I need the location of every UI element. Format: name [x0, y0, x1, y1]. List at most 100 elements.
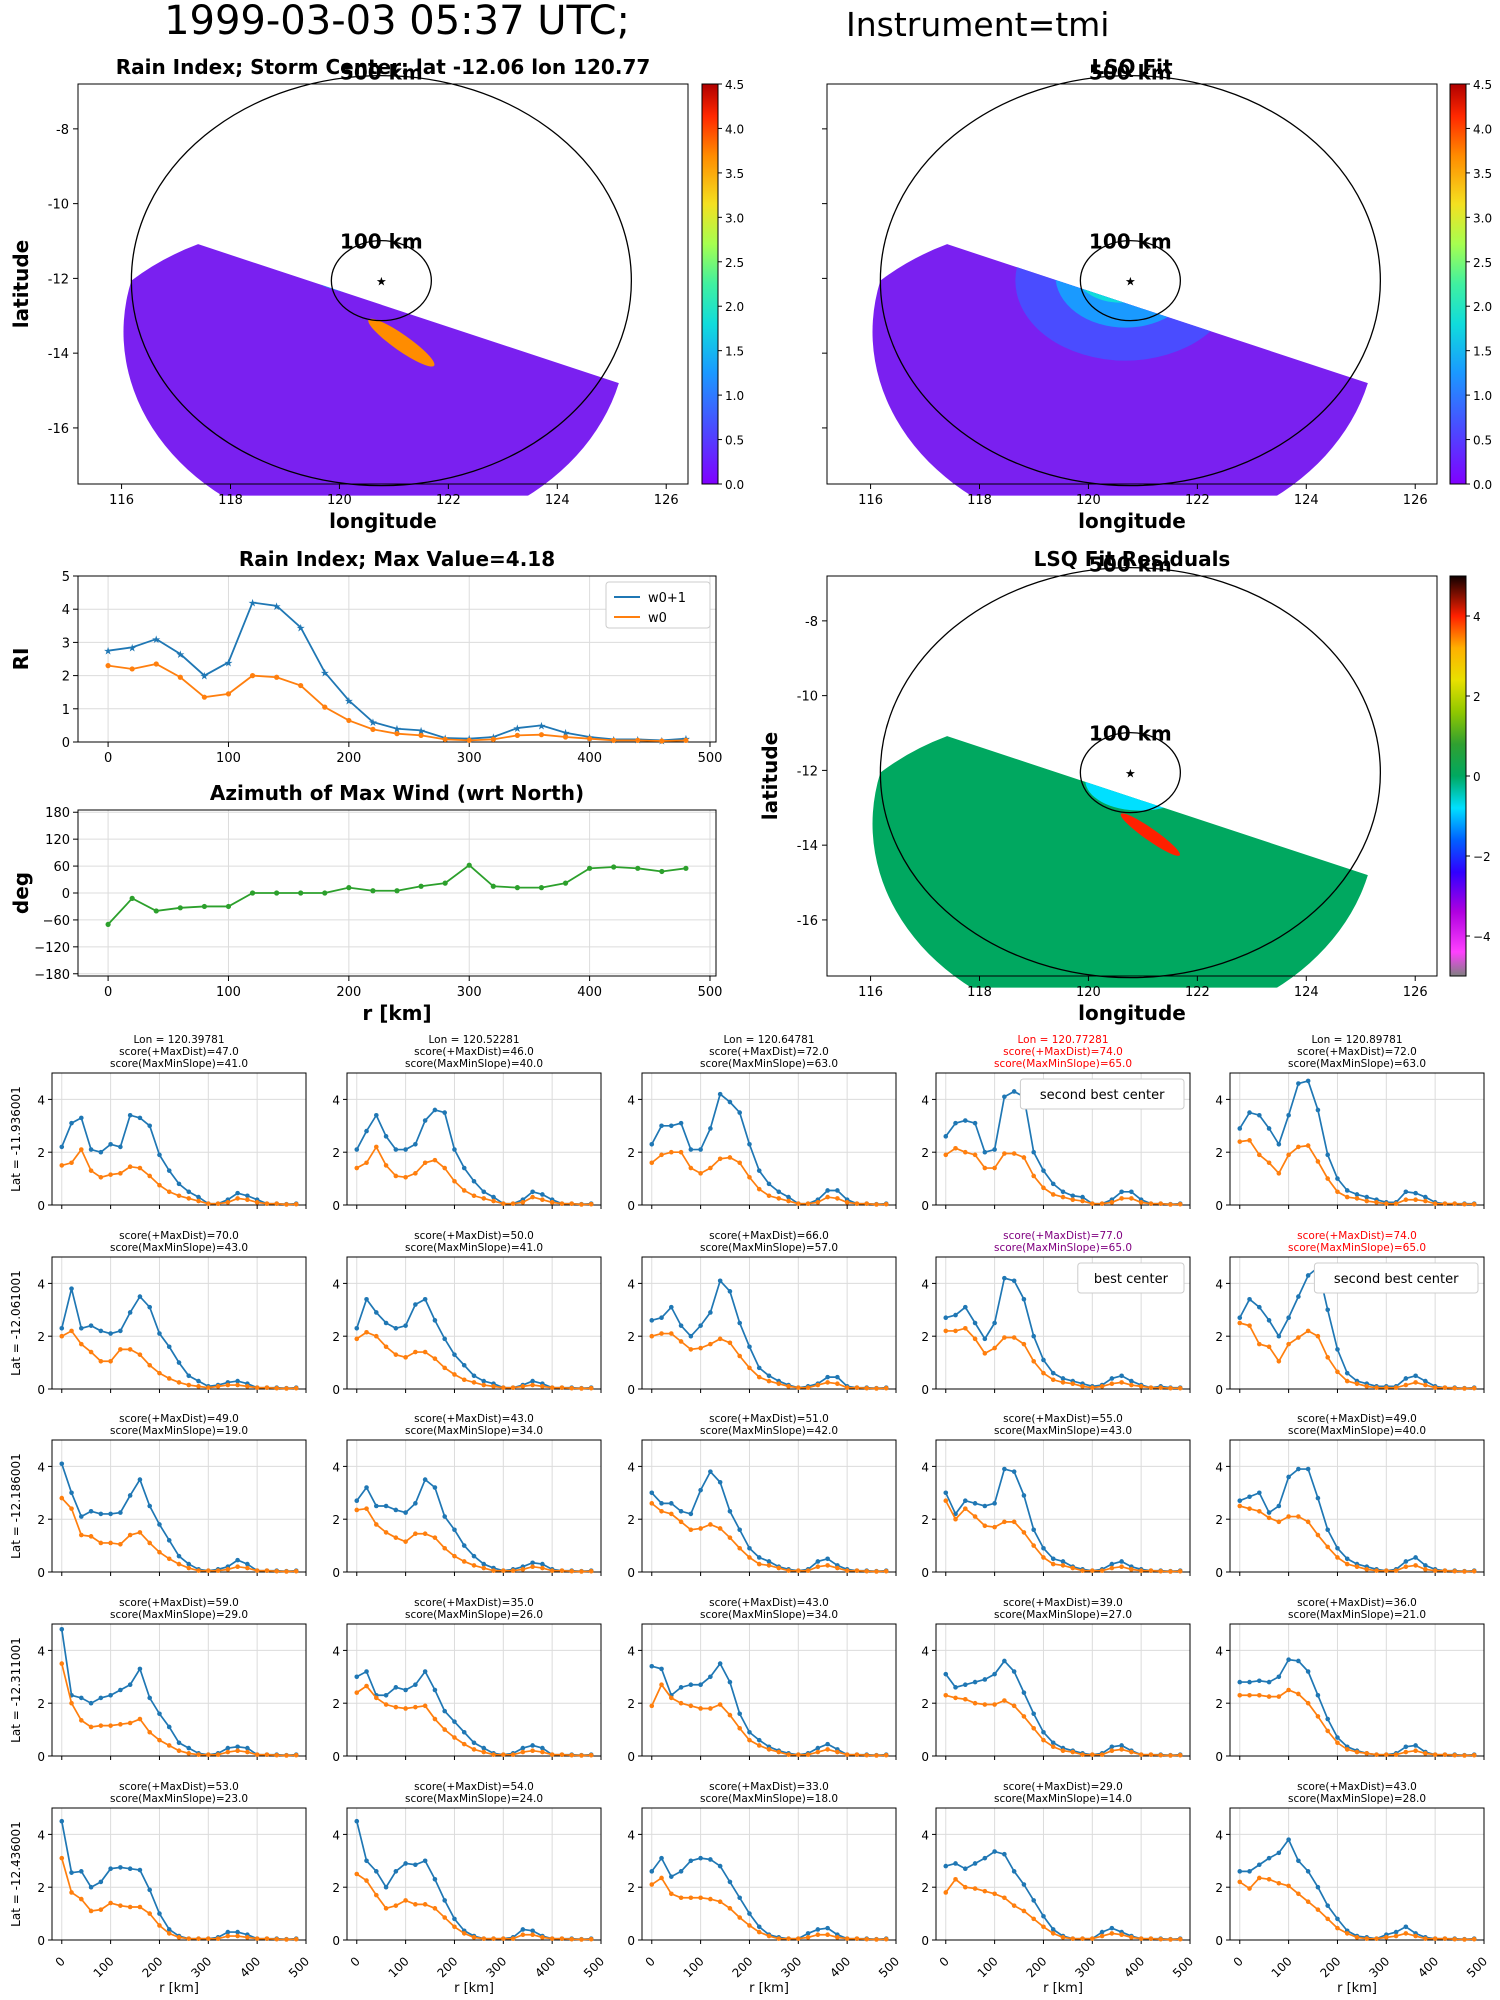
data-point	[1138, 1936, 1144, 1941]
data-point	[1335, 1176, 1340, 1181]
data-point	[481, 1565, 487, 1571]
data-point	[1158, 1385, 1163, 1390]
data-point	[501, 1385, 506, 1390]
data-point	[669, 1874, 674, 1879]
series-line-w0	[1239, 1689, 1475, 1757]
data-point	[1384, 1935, 1389, 1940]
data-point	[708, 1522, 713, 1527]
data-point	[510, 1568, 516, 1573]
data-point	[129, 666, 135, 672]
data-point	[413, 1302, 418, 1307]
panel-title-line: score(MaxMinSlope)=27.0	[994, 1609, 1132, 1621]
data-point	[815, 1749, 821, 1755]
data-point	[1266, 1679, 1272, 1685]
data-point	[1168, 1937, 1173, 1942]
plot-frame	[935, 1072, 1191, 1206]
x-tick-label: 200	[336, 751, 361, 766]
panel-title-line: score(+MaxDist)=50.0	[414, 1230, 534, 1242]
data-point	[127, 1682, 133, 1688]
data-point	[727, 1712, 733, 1718]
data-point	[196, 1194, 201, 1200]
data-point	[1315, 1714, 1321, 1719]
data-point	[1344, 1370, 1350, 1376]
data-point	[1296, 1658, 1301, 1664]
data-point	[1070, 1193, 1076, 1199]
plot-frame	[51, 1623, 307, 1757]
data-point	[698, 1895, 703, 1901]
data-point	[1041, 1357, 1046, 1363]
y-tick-label: 0	[332, 1383, 340, 1397]
data-point	[491, 1936, 496, 1941]
data-point	[1168, 1202, 1173, 1207]
data-point	[166, 1168, 172, 1173]
data-point	[432, 1876, 438, 1882]
data-point	[549, 1200, 555, 1205]
y-tick-label: 120	[45, 833, 70, 848]
y-tick-label: 4	[62, 603, 70, 618]
data-point	[953, 1685, 958, 1690]
data-point	[669, 1891, 674, 1897]
data-point	[717, 1091, 723, 1097]
data-point	[1315, 1495, 1321, 1501]
data-point	[166, 1931, 172, 1936]
panel-title-line: score(MaxMinSlope)=34.0	[405, 1425, 543, 1437]
data-point	[992, 1165, 997, 1171]
data-point	[413, 1141, 418, 1147]
data-point	[756, 1186, 762, 1192]
data-point	[982, 1165, 988, 1171]
panel-title-line: score(+MaxDist)=74.0	[1003, 1046, 1123, 1058]
colorbar-tick-label: 2.5	[1473, 256, 1492, 270]
data-point	[374, 1892, 379, 1898]
data-point	[1031, 1527, 1036, 1533]
legend-label: w0+1	[648, 591, 686, 606]
y-tick-label: −60	[43, 914, 70, 929]
x-tick-label: 300	[778, 1954, 804, 1980]
colorbar-tick-label: 0.0	[725, 478, 744, 492]
data-point	[1374, 1568, 1379, 1573]
data-point	[1403, 1382, 1409, 1388]
data-point	[1070, 1749, 1076, 1755]
y-tick-label: 3	[62, 636, 70, 651]
data-point	[461, 1377, 467, 1383]
data-point	[1276, 1171, 1282, 1176]
data-point	[943, 1890, 949, 1895]
data-point	[1158, 1568, 1163, 1574]
y-tick-label: 0	[37, 1199, 45, 1213]
data-point	[766, 1378, 772, 1384]
data-point	[364, 1506, 369, 1511]
data-point	[1266, 1126, 1272, 1131]
y-tick-label: 4	[37, 1460, 45, 1474]
data-point	[166, 1927, 172, 1932]
data-point	[698, 1487, 703, 1493]
panel-title-line: score(+MaxDist)=55.0	[1003, 1413, 1123, 1425]
data-point	[756, 1555, 762, 1560]
panel-title-line: score(MaxMinSlope)=41.0	[405, 1242, 543, 1254]
data-point	[649, 1141, 655, 1147]
data-point	[659, 1315, 664, 1321]
data-point	[825, 1741, 830, 1747]
data-point	[678, 1869, 684, 1874]
data-point	[1247, 1886, 1252, 1891]
data-point	[1266, 1515, 1272, 1521]
data-point	[776, 1196, 782, 1201]
data-point	[835, 1188, 840, 1193]
data-point	[88, 1168, 94, 1173]
colorbar-tick-label: −4	[1473, 930, 1491, 944]
y-tick-label: 4	[37, 1093, 45, 1107]
data-point	[1080, 1936, 1085, 1941]
y-tick-label: 4	[332, 1460, 340, 1474]
data-point	[1266, 1318, 1272, 1323]
data-point	[737, 1915, 742, 1920]
data-point	[540, 1935, 545, 1940]
data-point	[1305, 1519, 1311, 1525]
data-point	[98, 1695, 104, 1701]
data-point	[756, 1374, 762, 1380]
data-point: ★	[368, 717, 377, 729]
map-panel-lsq_residuals_map: 500 km 100 km ★ 116 118 120 122 124 126 -8 -10 -12 -…	[758, 547, 1491, 1025]
series-line-w0p1	[355, 1820, 592, 1941]
colorbar-tick-label: 2.5	[725, 256, 744, 270]
panel-title-line: score(+MaxDist)=29.0	[1003, 1781, 1123, 1793]
data-point	[825, 1380, 830, 1385]
data-point	[1403, 1559, 1409, 1564]
